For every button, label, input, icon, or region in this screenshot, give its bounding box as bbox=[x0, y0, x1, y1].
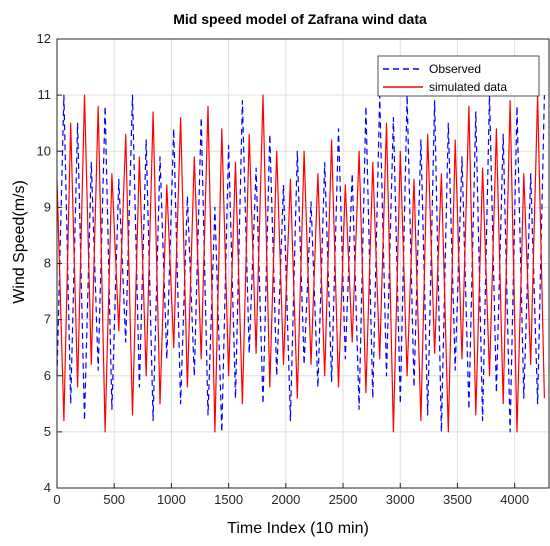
y-tick-label: 10 bbox=[37, 143, 51, 158]
x-tick-label: 0 bbox=[53, 492, 60, 507]
x-tick-label: 500 bbox=[103, 492, 125, 507]
x-tick-label: 2000 bbox=[271, 492, 300, 507]
legend-box bbox=[377, 55, 540, 97]
x-tick-label: 3000 bbox=[386, 492, 415, 507]
x-tick-label: 3500 bbox=[443, 492, 472, 507]
x-tick-label: 2500 bbox=[329, 492, 358, 507]
legend: Observed simulated data bbox=[377, 55, 540, 97]
series-line-simulated bbox=[56, 94, 545, 433]
y-tick-label: 11 bbox=[38, 87, 52, 102]
series-layer bbox=[56, 94, 545, 433]
y-tick-label: 12 bbox=[37, 31, 51, 46]
y-tick-label: 6 bbox=[44, 368, 51, 383]
y-tick-label: 8 bbox=[44, 256, 51, 271]
x-tick-label: 4000 bbox=[500, 492, 529, 507]
chart-title: Mid speed model of Zafrana wind data bbox=[173, 11, 427, 27]
y-tick-label: 7 bbox=[44, 312, 51, 327]
legend-label-observed: Observed bbox=[429, 62, 481, 76]
y-tick-label: 4 bbox=[44, 480, 51, 495]
legend-label-simulated: simulated data bbox=[429, 80, 507, 94]
x-tick-label: 1500 bbox=[214, 492, 243, 507]
ticks: 0 500 1000 1500 2000 2500 3000 3500 4000 4 5 6 7 8 9 10… bbox=[37, 31, 530, 507]
x-axis-label: Time Index (10 min) bbox=[227, 520, 369, 537]
y-tick-label: 5 bbox=[44, 424, 51, 439]
y-axis-label: Wind Speed(m/s) bbox=[11, 180, 28, 304]
x-tick-label: 1000 bbox=[157, 492, 186, 507]
y-tick-label: 9 bbox=[44, 199, 51, 214]
